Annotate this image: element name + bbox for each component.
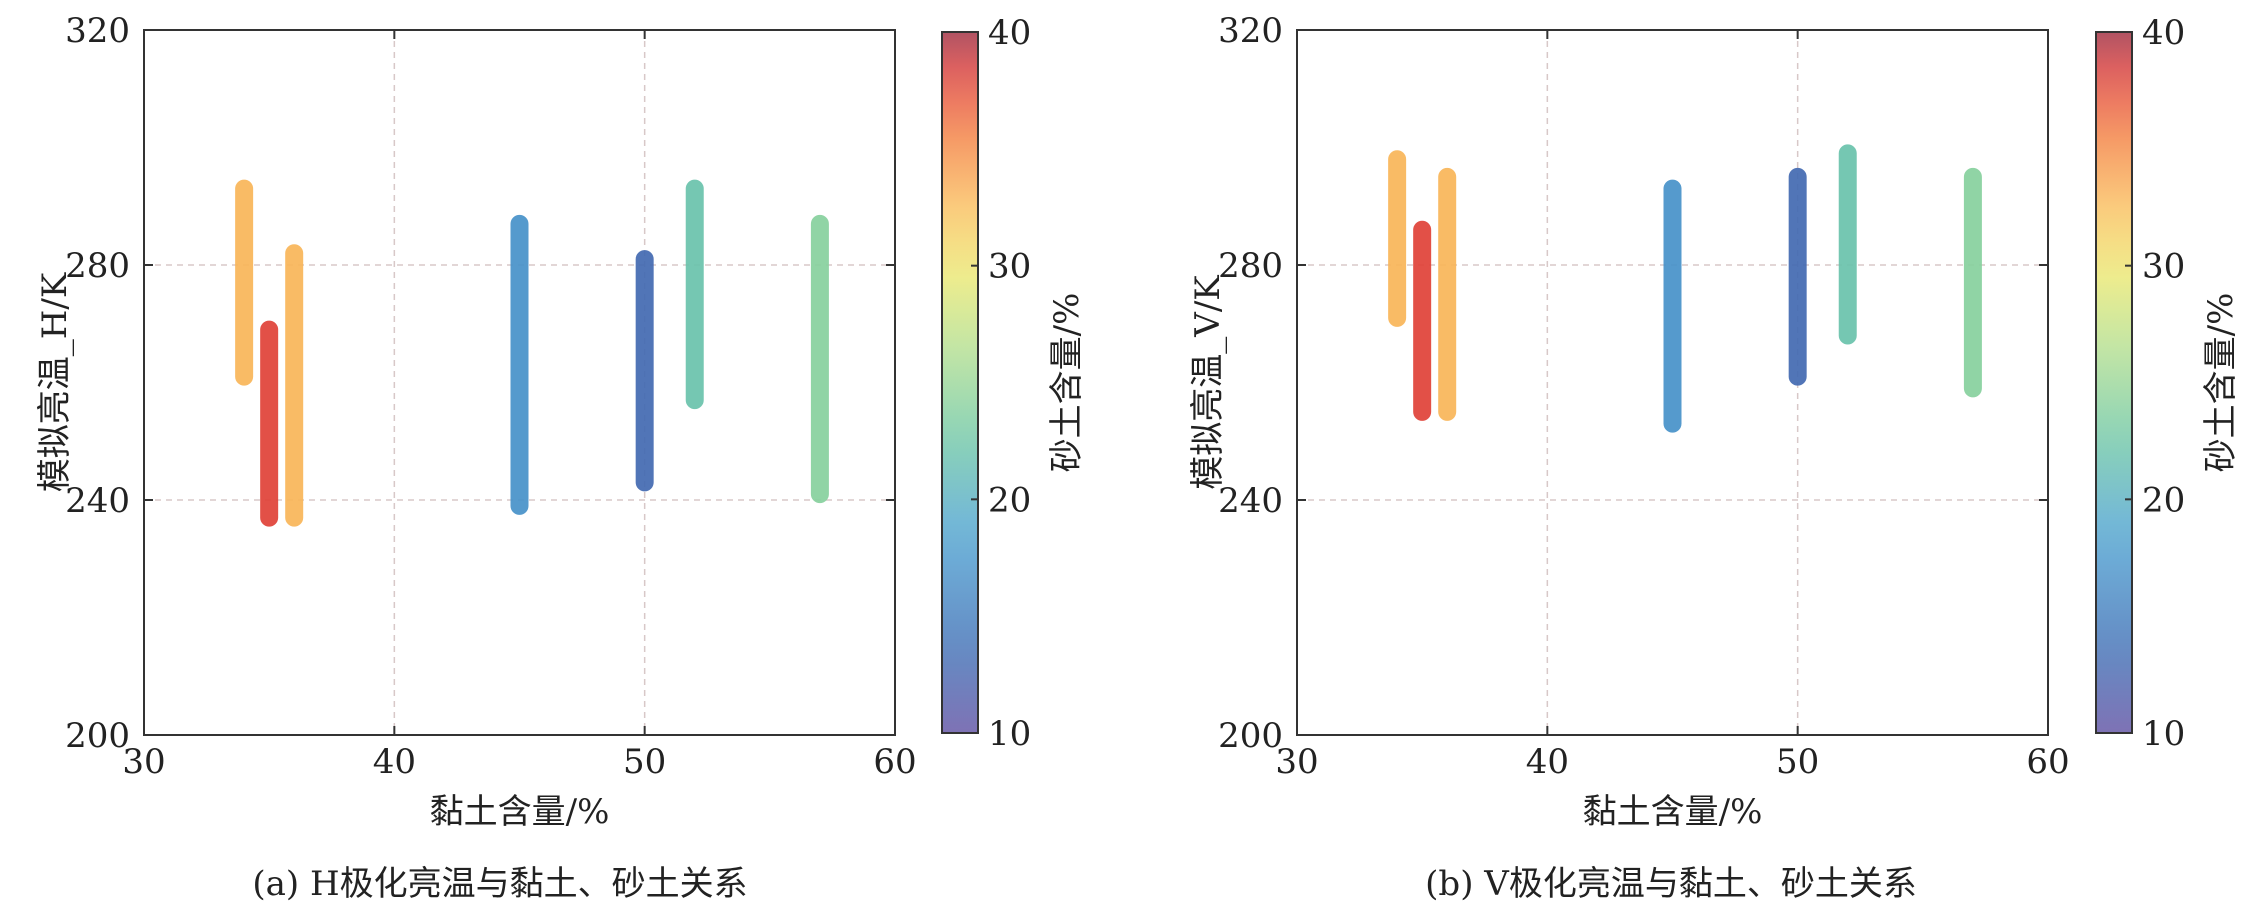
x-tick-label: 50 [1776,742,1819,782]
y-tick-label: 280 [1218,246,1283,286]
colorbar-label: 砂土含量/% [1047,293,1087,473]
x-axis-label: 黏土含量/% [1583,792,1763,832]
x-axis-label: 黏土含量/% [430,792,610,832]
y-tick-label: 280 [65,246,130,286]
colorbar-label: 砂土含量/% [2201,293,2241,473]
y-tick-label: 240 [65,481,130,521]
panel-a: 30 40 50 60 200 240 280 320 黏土含量/% 模拟亮温_H/K 10 20 30… [0,0,1124,913]
x-tick-label: 30 [122,742,165,782]
colorbar-tick-label: 30 [2142,247,2185,287]
y-axis-label: 模拟亮温_V/K [1188,275,1228,490]
colorbar-tick-label: 20 [2142,480,2185,520]
x-tick-label: 60 [2026,742,2069,782]
x-tick-label: 30 [1275,742,1318,782]
plot-frame [1296,29,2049,736]
colorbar-tick-label: 10 [2142,714,2185,754]
x-tick-label: 40 [1526,742,1569,782]
figure-caption: (b) V极化亮温与黏土、砂土关系 [1425,864,1917,904]
y-tick-label: 320 [65,11,130,51]
plot-frame [143,29,896,736]
colorbar-tick-label: 40 [988,13,1031,53]
colorbar-tick-label: 10 [988,714,1031,754]
y-tick-label: 200 [1218,716,1283,756]
x-tick-label: 50 [623,742,666,782]
y-axis-label: 模拟亮温_H/K [35,272,75,492]
figure-caption: (a) H极化亮温与黏土、砂土关系 [252,864,747,904]
y-tick-label: 200 [65,716,130,756]
chart-a: 30 40 50 60 200 240 280 320 黏土含量/% 模拟亮温_H/K 10 20 30… [35,11,1087,904]
panel-b: 30 40 50 60 200 240 280 320 黏土含量/% 模拟亮温_V/K 10 20 30… [1156,0,2248,913]
y-tick-label: 240 [1218,481,1283,521]
x-tick-label: 60 [873,742,916,782]
x-tick-label: 40 [373,742,416,782]
colorbar-tick-label: 20 [988,480,1031,520]
colorbar-tick-label: 40 [2142,13,2185,53]
y-tick-label: 320 [1218,11,1283,51]
colorbar-tick-label: 30 [988,247,1031,287]
chart-b: 30 40 50 60 200 240 280 320 黏土含量/% 模拟亮温_V/K 10 20 30… [1188,11,2241,904]
colorbar [2095,31,2133,734]
colorbar [941,31,979,734]
